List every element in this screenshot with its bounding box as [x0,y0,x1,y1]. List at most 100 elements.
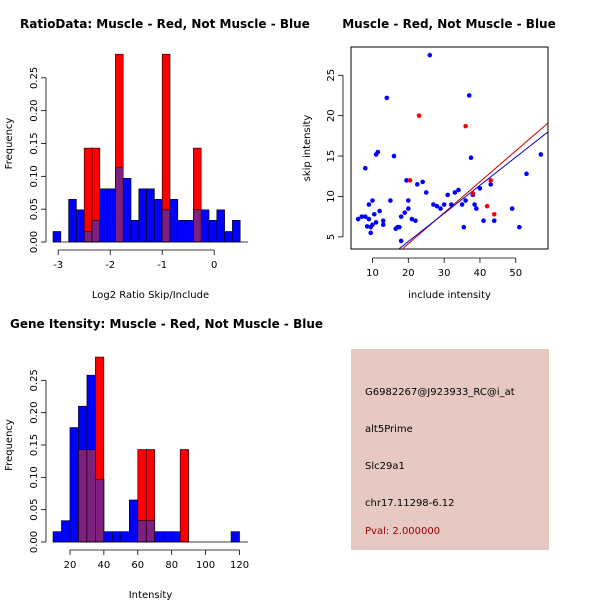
scatter-point-not-muscle [472,202,477,207]
scatter-point-muscle [484,203,490,209]
scatter-point-not-muscle [366,202,372,207]
scatter-point-not-muscle [456,187,461,193]
gene-info-panel: G6982267@J923933_RC@i_at alt5Prime Slc29… [351,349,549,550]
ratio_hist-bar-not-muscle [122,178,132,243]
scatter-point-muscle [416,113,422,118]
scatter-point-not-muscle [438,206,443,211]
ratio_hist-y-tick-label: 0.10 [29,165,40,187]
intensity_hist-x-axis-label: Intensity [129,590,173,600]
intensity_hist-bar-overlap [137,520,147,543]
scatter-y-tick-label: 5 [326,234,337,240]
scatter-point-not-muscle [434,203,440,209]
scatter-plot-box [350,46,549,250]
scatter-x-tick-label: 20 [402,268,415,279]
scatter-point-not-muscle [371,211,377,217]
pvalue-text: Pval: 2.000000 [365,526,441,537]
ratio_hist-bar-not-muscle [177,220,186,243]
gene-symbol-text: Slc29a1 [365,461,405,472]
ratio_hist-bar-overlap [115,167,124,243]
scatter-point-muscle [463,123,468,129]
scatter-point-not-muscle [466,93,472,98]
intensity_hist-bar-not-muscle [129,499,139,543]
ratio_hist-bar-not-muscle [208,220,218,243]
scatter-point-not-muscle [377,208,382,214]
scatter-point-not-muscle [398,238,404,244]
scatter-y-tick-label: 15 [326,150,337,163]
ratio_hist-title: RatioData: Muscle - Red, Not Muscle - Bl… [20,17,310,31]
scatter-point-not-muscle [427,52,433,58]
ratio_hist-y-tick-label: 0.25 [29,67,40,89]
intensity_hist-y-tick-label: 0.20 [29,402,40,424]
scatter-x-tick-label: 40 [474,268,487,279]
ratio_hist-x-tick-label: -1 [157,260,167,271]
ratio_hist-bar-muscle [83,147,93,243]
scatter-fit-line-not-muscle [398,131,548,249]
scatter-point-not-muscle [398,214,404,219]
scatter-point-not-muscle [409,216,415,222]
intensity_hist-bar-not-muscle [154,531,164,543]
ratio_hist-x-axis-label: Log2 Ratio Skip/Include [92,290,209,301]
intensity_hist-x-tick-label: 20 [64,560,77,571]
intensity_hist-x-tick-label: 60 [131,560,144,571]
scatter-point-not-muscle [355,216,361,222]
ratio_hist-bar-not-muscle [232,220,241,243]
intensity_hist-x-tick-label: 100 [196,560,215,571]
event-type-text: alt5Prime [365,424,413,435]
intensity_hist-x-tick-label: 80 [165,560,178,571]
ratio_hist-y-axis-label: Frequency [4,118,15,170]
scatter-point-not-muscle [397,224,402,230]
intensity_hist-bar-not-muscle [61,520,71,543]
scatter-x-axis-label: include intensity [408,290,491,301]
scatter-x-tick-label: 50 [509,268,522,279]
intensity_hist-bar-not-muscle [230,531,240,543]
scatter-title: Muscle - Red, Not Muscle - Blue [342,17,556,31]
scatter-x-tick-label: 10 [366,268,379,279]
intensity_hist-bar-not-muscle [52,531,62,543]
scatter-point-not-muscle [459,202,465,207]
chromosome-location-text: chr17.11298-6.12 [365,498,455,509]
scatter-point-not-muscle [477,186,483,191]
scatter-point-not-muscle [370,222,375,228]
intensity_hist-y-tick-label: 0.05 [29,499,40,521]
scatter-x-tick-label: 30 [438,268,451,279]
scatter-y-tick-label: 20 [326,109,337,122]
scatter-point-not-muscle [488,182,493,187]
scatter-point-not-muscle [391,153,397,159]
scatter-point-not-muscle [404,178,409,183]
ratio_hist-bar-not-muscle [76,209,85,243]
scatter-point-not-muscle [375,149,381,155]
intensity_hist-bar-not-muscle [69,427,79,543]
intensity_hist-y-axis-label: Frequency [4,419,15,471]
scatter-point-not-muscle [406,206,411,211]
scatter-point-not-muscle [538,152,544,157]
ratio_hist-bar-not-muscle [185,220,194,243]
ratio_hist-bar-not-muscle [107,188,116,243]
ratio_hist-y-tick-label: 0.00 [29,231,40,253]
scatter-point-not-muscle [380,218,386,224]
scatter-point-not-muscle [491,218,497,224]
scatter-point-not-muscle [380,222,386,228]
scatter-point-not-muscle [373,220,379,225]
ratio_hist-bar-not-muscle [68,199,77,243]
intensity_hist-title: Gene Itensity: Muscle - Red, Not Muscle … [10,317,323,331]
scatter-point-not-muscle [431,202,436,207]
ratio_hist-x-tick-label: 0 [211,260,217,271]
intensity_hist-bar-overlap [145,520,156,543]
scatter-point-not-muscle [461,224,467,230]
intensity_hist-bar-not-muscle [103,531,113,543]
ratio_hist-y-tick-label: 0.15 [29,132,40,154]
intensity_hist-bar-overlap [78,449,88,543]
ratio_hist-bar-not-muscle [99,188,108,243]
scatter-point-not-muscle [517,224,522,230]
scatter-point-not-muscle [468,155,474,160]
scatter-point-not-muscle [420,179,425,185]
scatter-y-axis-label: skip intensity [302,115,313,182]
ratio_hist-bar-not-muscle [52,231,62,243]
scatter-point-not-muscle [413,218,418,224]
scatter-y-tick-label: 25 [326,69,337,82]
scatter-point-muscle [491,211,497,217]
scatter-point-not-muscle [384,95,390,101]
scatter-point-not-muscle [414,182,420,187]
scatter-point-not-muscle [366,216,372,222]
